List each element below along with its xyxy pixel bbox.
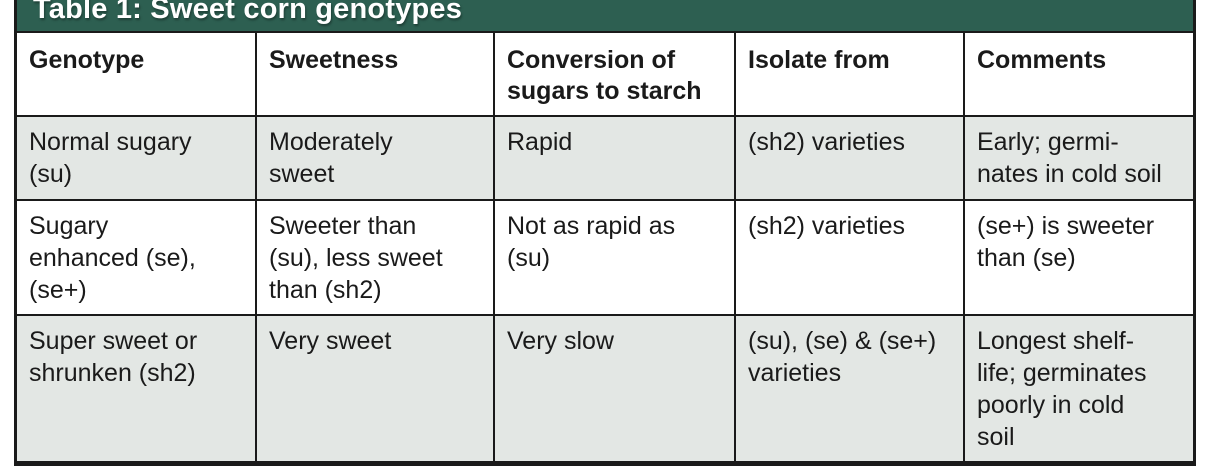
document-page: Table 1: Sweet corn genotypes Genotype S… [14,0,1196,466]
cell-comments: Early; germi- nates in cold soil [964,116,1193,201]
column-header-genotype: Genotype [17,33,257,117]
cell-sweetness: Very sweet [256,315,495,463]
table-title: Table 1: Sweet corn genotypes [33,0,463,25]
cell-comments: Longest shelf- life; germinates poorly i… [964,315,1193,463]
column-header-comments: Comments [964,33,1193,117]
column-header-sweetness: Sweetness [256,33,495,117]
cell-sweetness: Sweeter than (su), less sweet than (sh2) [256,200,495,316]
cell-conversion: Not as rapid as (su) [494,200,736,316]
genotypes-table: Genotype Sweetness Conversion of sugars … [17,33,1193,463]
cell-sweetness: Moderately sweet [256,116,495,201]
cell-conversion: Rapid [494,116,736,201]
cell-genotype: Normal sugary (su) [17,116,257,201]
column-header-conversion: Conversion of sugars to starch [494,33,736,117]
table-row-normal-sugary: Normal sugary (su) Moderately sweet Rapi… [17,116,1193,201]
column-header-isolate: Isolate from [735,33,965,117]
cell-isolate: (su), (se) & (se+) varieties [735,315,965,463]
table-title-bar: Table 1: Sweet corn genotypes [17,0,1193,33]
table-row-sugary-enhanced: Sugary enhanced (se), (se+) Sweeter than… [17,200,1193,316]
cell-genotype: Sugary enhanced (se), (se+) [17,200,257,316]
cell-isolate: (sh2) varieties [735,200,965,316]
header-row: Genotype Sweetness Conversion of sugars … [17,33,1193,117]
cell-conversion: Very slow [494,315,736,463]
cell-genotype: Super sweet or shrunken (sh2) [17,315,257,463]
cell-isolate: (sh2) varieties [735,116,965,201]
sweet-corn-genotypes-table: Table 1: Sweet corn genotypes Genotype S… [14,0,1196,466]
cell-comments: (se+) is sweeter than (se) [964,200,1193,316]
table-row-super-sweet: Super sweet or shrunken (sh2) Very sweet… [17,315,1193,463]
